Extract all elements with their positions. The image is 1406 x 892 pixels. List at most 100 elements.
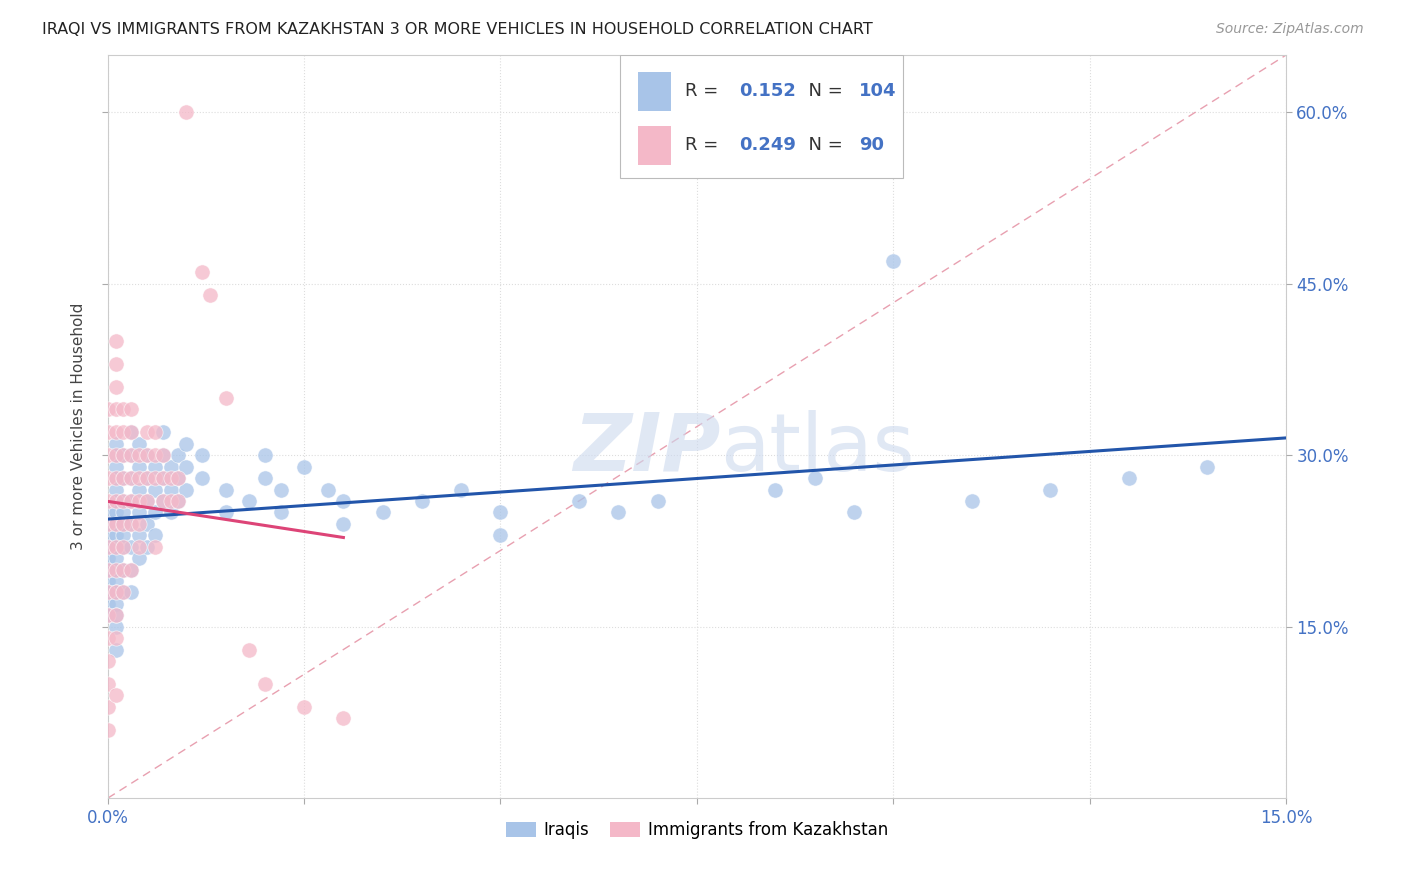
Point — [159, 471, 181, 485]
Point — [143, 471, 166, 485]
Point — [136, 471, 159, 485]
Point — [97, 425, 120, 440]
Point — [1039, 483, 1062, 497]
Point — [112, 585, 135, 599]
Point — [104, 562, 127, 576]
Point — [489, 528, 512, 542]
Point — [136, 448, 159, 462]
Point — [97, 562, 120, 576]
Point — [159, 459, 181, 474]
Point — [238, 642, 260, 657]
Point — [159, 505, 181, 519]
Point — [97, 516, 120, 531]
Point — [120, 425, 142, 440]
Point — [104, 494, 127, 508]
Point — [97, 448, 120, 462]
Point — [167, 471, 190, 485]
Point — [152, 494, 174, 508]
Point — [120, 402, 142, 417]
Point — [112, 516, 135, 531]
Point — [104, 357, 127, 371]
Point — [120, 585, 142, 599]
Point — [253, 448, 276, 462]
Point — [120, 516, 142, 531]
Point — [104, 608, 127, 623]
Text: atlas: atlas — [720, 410, 915, 488]
Point — [112, 540, 135, 554]
Point — [191, 471, 214, 485]
Point — [120, 540, 142, 554]
Point — [647, 494, 669, 508]
Point — [136, 425, 159, 440]
Point — [112, 494, 135, 508]
Point — [104, 585, 127, 599]
Point — [128, 528, 150, 542]
Text: N =: N = — [797, 82, 848, 101]
Point — [191, 265, 214, 279]
Point — [104, 551, 127, 566]
Point — [97, 551, 120, 566]
Point — [332, 494, 354, 508]
Point — [159, 494, 181, 508]
Point — [371, 505, 394, 519]
Point — [97, 516, 120, 531]
Y-axis label: 3 or more Vehicles in Household: 3 or more Vehicles in Household — [72, 303, 86, 550]
Point — [104, 483, 127, 497]
Point — [104, 505, 127, 519]
Point — [112, 585, 135, 599]
Point — [128, 516, 150, 531]
Point — [104, 574, 127, 588]
Point — [176, 459, 198, 474]
Point — [120, 562, 142, 576]
Point — [97, 677, 120, 691]
Point — [1197, 459, 1219, 474]
Point — [136, 516, 159, 531]
Point — [607, 505, 630, 519]
Point — [104, 516, 127, 531]
Point — [120, 471, 142, 485]
Point — [112, 425, 135, 440]
Point — [128, 540, 150, 554]
Point — [238, 494, 260, 508]
Point — [176, 483, 198, 497]
Point — [104, 334, 127, 348]
Point — [112, 448, 135, 462]
Point — [136, 494, 159, 508]
Point — [152, 494, 174, 508]
Text: R =: R = — [685, 82, 724, 101]
Point — [214, 391, 236, 405]
Point — [270, 505, 292, 519]
Text: R =: R = — [685, 136, 724, 154]
Point — [104, 379, 127, 393]
Text: 0.152: 0.152 — [740, 82, 796, 101]
Point — [128, 505, 150, 519]
Point — [292, 699, 315, 714]
Point — [112, 471, 135, 485]
Point — [214, 505, 236, 519]
Point — [97, 562, 120, 576]
Point — [97, 574, 120, 588]
Point — [97, 699, 120, 714]
Point — [104, 494, 127, 508]
Text: 90: 90 — [859, 136, 884, 154]
Point — [112, 471, 135, 485]
Point — [104, 585, 127, 599]
Point — [568, 494, 591, 508]
Point — [120, 562, 142, 576]
Point — [104, 459, 127, 474]
Point — [112, 562, 135, 576]
Point — [143, 505, 166, 519]
Point — [112, 402, 135, 417]
Point — [136, 471, 159, 485]
Point — [152, 448, 174, 462]
Point — [152, 471, 174, 485]
Point — [97, 631, 120, 645]
Point — [143, 540, 166, 554]
Text: 0.249: 0.249 — [740, 136, 796, 154]
Point — [176, 105, 198, 120]
Text: Source: ZipAtlas.com: Source: ZipAtlas.com — [1216, 22, 1364, 37]
Point — [104, 516, 127, 531]
Point — [112, 505, 135, 519]
Point — [292, 459, 315, 474]
FancyBboxPatch shape — [620, 55, 903, 178]
